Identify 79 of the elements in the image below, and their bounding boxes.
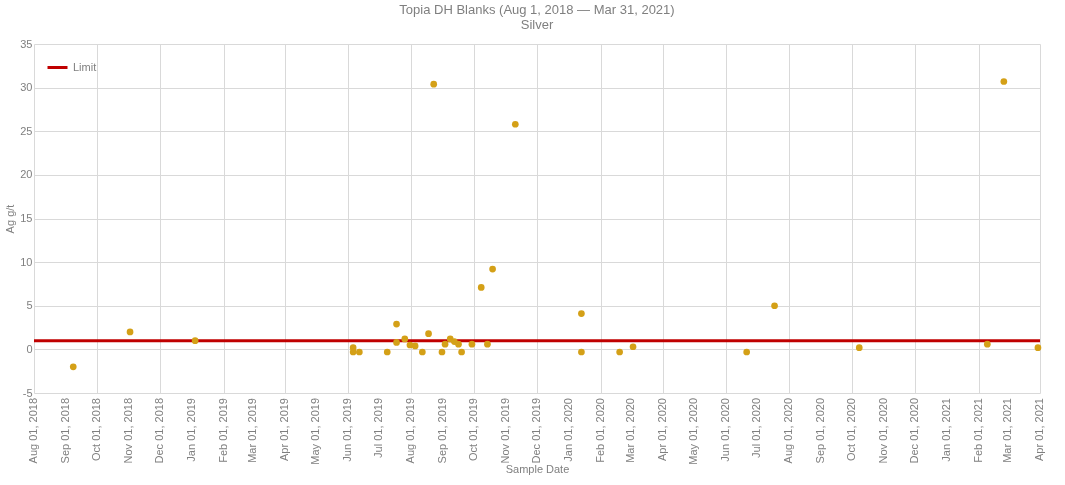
x-tick-label: Dec 01, 2020 [908, 398, 921, 464]
point [484, 340, 491, 348]
y-tick-label: 35 [20, 37, 33, 50]
point [468, 340, 476, 348]
y-tick-label: 0 [26, 342, 33, 355]
x-tick-label: Mar 01, 2019 [245, 398, 258, 463]
point [69, 363, 77, 371]
point [419, 348, 426, 356]
y-axis-title: Ag g/t [4, 204, 17, 234]
point [411, 342, 419, 350]
x-tick-label: May 01, 2020 [686, 398, 699, 465]
point [578, 348, 585, 356]
y-tick-label: 5 [26, 299, 33, 312]
point [401, 335, 409, 343]
x-tick-label: Jun 01, 2019 [340, 398, 353, 462]
point [477, 284, 485, 291]
x-tick-label: Nov 01, 2020 [877, 398, 890, 464]
y-tick-label: 30 [20, 81, 33, 94]
point [616, 348, 623, 356]
y-tick-label: 10 [20, 255, 33, 268]
x-tick-label: Jan 01, 2019 [185, 398, 198, 462]
x-tick-label: Feb 01, 2020 [594, 398, 607, 463]
x-tick-label: Mar 01, 2020 [623, 398, 636, 463]
x-tick-label: Jun 01, 2020 [719, 398, 732, 462]
x-tick-label: Jan 01, 2020 [562, 398, 575, 462]
point [771, 302, 778, 310]
point [1034, 344, 1042, 351]
point [489, 265, 496, 273]
point [441, 340, 449, 348]
point [455, 340, 462, 348]
point [438, 348, 446, 356]
x-tick-label: Oct 01, 2019 [467, 398, 479, 461]
x-axis-title: Sample Date [505, 462, 570, 475]
x-tick-label: Apr 01, 2020 [656, 398, 669, 461]
chart-title: Topia DH Blanks (Aug 1, 2018 — Mar 31, 2021) [399, 2, 675, 17]
point [126, 328, 134, 336]
point [383, 348, 391, 356]
x-tick-label: Feb 01, 2021 [972, 398, 985, 463]
point [425, 330, 432, 338]
x-tick-label: Apr 01, 2021 [1033, 398, 1045, 461]
x-tick-label: Oct 01, 2020 [845, 398, 858, 461]
y-tick-label: 15 [20, 212, 33, 224]
x-tick-label: Oct 01, 2018 [90, 398, 102, 461]
point [578, 310, 585, 317]
legend-label: Limit [73, 60, 97, 73]
point [855, 344, 863, 351]
x-tick-label: Aug 01, 2020 [782, 398, 795, 464]
x-tick-label: Nov 01, 2019 [499, 398, 512, 464]
point [458, 348, 465, 356]
point [983, 340, 991, 348]
chart-subtitle: Silver [520, 17, 554, 32]
x-tick-label: Dec 01, 2018 [153, 398, 166, 464]
point [629, 343, 637, 351]
point [191, 337, 199, 344]
y-tick-label: 25 [20, 124, 33, 137]
point [393, 320, 400, 328]
x-tick-label: Mar 01, 2021 [1000, 398, 1013, 463]
x-tick-label: Apr 01, 2019 [277, 398, 290, 461]
point [393, 339, 400, 346]
point [356, 348, 363, 356]
point [349, 348, 357, 356]
x-tick-label: Aug 01, 2019 [403, 398, 416, 464]
y-tick-label: 20 [20, 168, 33, 181]
x-tick-label: Sep 01, 2018 [59, 398, 72, 464]
x-tick-label: Jul 01, 2020 [750, 398, 762, 458]
x-tick-label: May 01, 2019 [308, 398, 321, 465]
x-tick-label: Dec 01, 2019 [530, 398, 542, 464]
x-tick-label: Aug 01, 2018 [27, 398, 39, 464]
x-tick-label: Jul 01, 2019 [371, 398, 384, 458]
point [743, 348, 751, 356]
x-tick-label: Sep 01, 2019 [436, 398, 449, 464]
x-tick-label: Sep 01, 2020 [814, 398, 827, 464]
x-tick-label: Jan 01, 2021 [940, 398, 953, 462]
y-tick-label: -5 [22, 386, 33, 399]
x-tick-label: Nov 01, 2018 [122, 398, 135, 464]
point [1000, 78, 1008, 85]
x-tick-label: Feb 01, 2019 [217, 398, 230, 463]
point [511, 120, 519, 128]
point [430, 80, 438, 88]
